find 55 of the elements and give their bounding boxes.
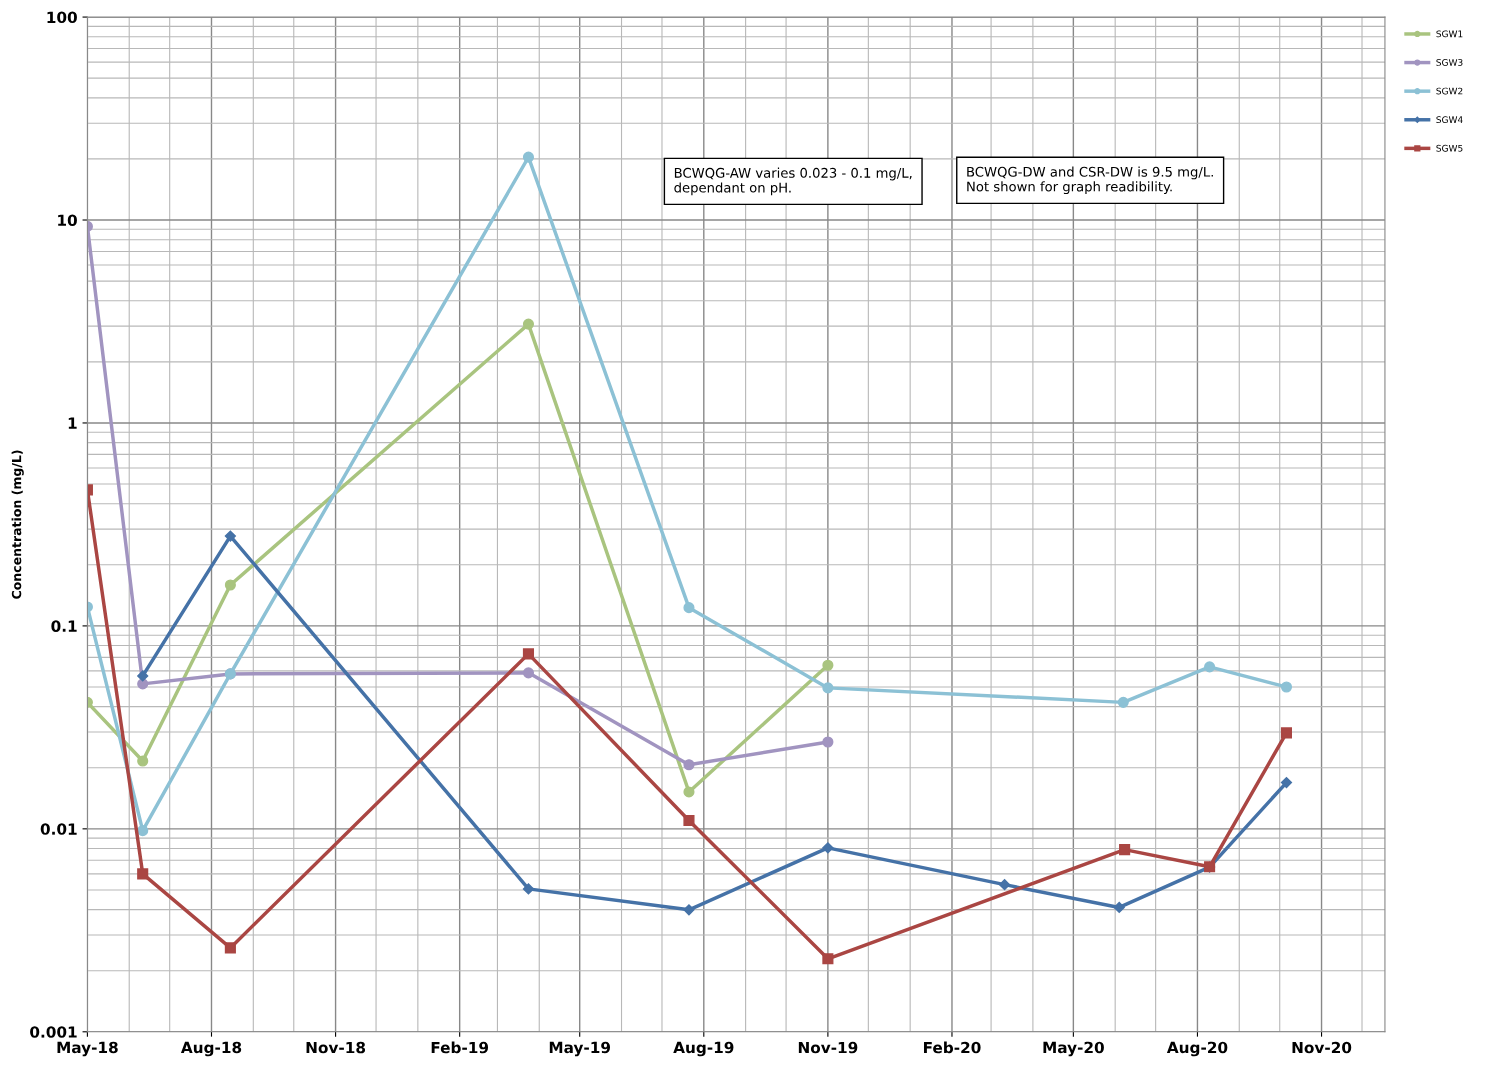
point — [822, 682, 834, 694]
point — [822, 842, 834, 854]
point — [522, 667, 535, 679]
legend-label: SGW4 — [1436, 116, 1463, 124]
legend-label: SGW5 — [1436, 144, 1463, 152]
y-tick-label: 1 — [68, 417, 77, 429]
point — [1204, 661, 1216, 673]
x-tick-label: Feb-20 — [924, 1041, 981, 1054]
point — [224, 942, 236, 954]
y-tick-label: 0.01 — [40, 823, 77, 835]
point — [1113, 901, 1125, 914]
point — [683, 602, 695, 614]
point — [822, 736, 834, 748]
point — [522, 151, 535, 163]
point — [137, 825, 149, 837]
point — [224, 579, 236, 591]
point — [1117, 696, 1129, 708]
y-axis-title: Concentration (mg/L) — [11, 450, 24, 599]
point — [1119, 844, 1131, 856]
point — [1280, 681, 1293, 693]
point — [683, 904, 695, 916]
x-tick-label: Nov-20 — [1292, 1041, 1352, 1054]
point — [822, 659, 834, 671]
annotation: BCWQG-DW and CSR-DW is 9.5 mg/L. Not shown for graph readibility. — [967, 166, 1213, 195]
x-tick-label: May-18 — [57, 1041, 118, 1057]
x-tick-label: May-19 — [549, 1041, 611, 1057]
point — [522, 318, 535, 330]
point — [998, 879, 1011, 891]
point — [224, 530, 236, 542]
point — [137, 670, 149, 682]
point — [683, 786, 695, 798]
point — [683, 814, 695, 827]
x-tick-label: Aug-20 — [1166, 1041, 1228, 1057]
point — [683, 759, 695, 771]
x-tick-label: Nov-18 — [306, 1041, 366, 1054]
point — [1280, 727, 1293, 739]
legend-label: SGW3 — [1436, 59, 1463, 66]
point — [137, 755, 149, 767]
x-tick-label: Feb-19 — [431, 1041, 489, 1054]
point — [137, 868, 149, 880]
legend-label: SGW2 — [1436, 87, 1463, 95]
x-tick-label: May-20 — [1043, 1041, 1104, 1057]
y-tick-label: 100 — [47, 11, 77, 24]
y-tick-label: 0.001 — [30, 1026, 77, 1038]
point — [522, 648, 535, 660]
legend-label: SGW1 — [1436, 30, 1463, 38]
point — [822, 953, 834, 965]
y-tick-label: 0.1 — [51, 620, 77, 632]
x-tick-label: Aug-18 — [180, 1041, 242, 1057]
x-tick-label: Aug-19 — [673, 1041, 734, 1057]
point — [522, 883, 535, 895]
annotation: BCWQG-AW varies 0.023 - 0.1 mg/L, dependant on pH. — [674, 167, 912, 196]
x-tick-label: Nov-19 — [798, 1041, 858, 1054]
y-tick-label: 10 — [58, 214, 77, 227]
point — [1280, 776, 1293, 789]
